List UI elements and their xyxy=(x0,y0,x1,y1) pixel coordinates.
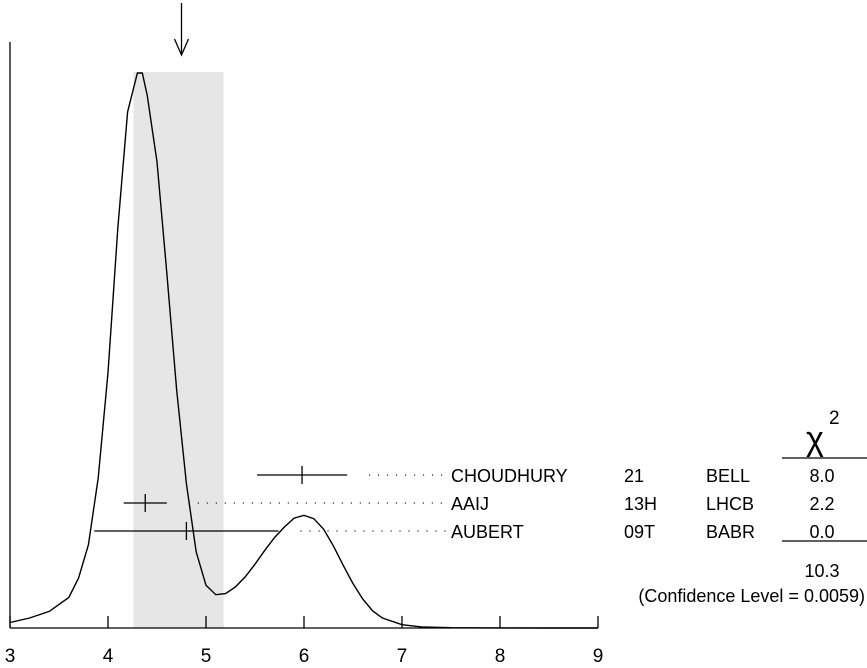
x-tick-label: 3 xyxy=(5,646,16,667)
x-tick-labels: 3 4 5 6 7 8 9 xyxy=(5,646,604,667)
author-label: CHOUDHURY xyxy=(451,466,568,486)
ideogram-curve xyxy=(9,72,598,629)
experiment-label: BELL xyxy=(706,466,750,486)
arrow-head xyxy=(173,38,190,57)
x-ticks xyxy=(9,616,599,628)
chi2-value: 2.2 xyxy=(809,494,834,514)
average-arrow-icon xyxy=(173,3,190,57)
chi2-column: χ2 10.3 (Confidence Level = 0.0059) xyxy=(638,408,867,606)
x-tick-label: 9 xyxy=(593,646,604,667)
x-tick-label: 6 xyxy=(299,646,310,667)
x-tick-label: 4 xyxy=(103,646,114,667)
year-label: 13H xyxy=(624,494,657,514)
average-band xyxy=(133,72,224,628)
x-tick-label: 8 xyxy=(495,646,506,667)
x-tick-label: 7 xyxy=(397,646,408,667)
author-label: AUBERT xyxy=(451,522,524,542)
author-label: AAIJ xyxy=(451,494,489,514)
measurement-table: CHOUDHURY 21 BELL 8.0 AAIJ 13H LHCB 2.2 AUBERT 09… xyxy=(451,466,835,542)
experiment-label: BABR xyxy=(706,522,755,542)
measurement-markers xyxy=(94,466,446,540)
chi2-value: 0.0 xyxy=(809,522,834,542)
chi2-total: 10.3 xyxy=(804,561,839,581)
confidence-level: (Confidence Level = 0.0059) xyxy=(638,586,865,606)
chi2-value: 8.0 xyxy=(809,466,834,486)
chi2-header: χ xyxy=(806,420,824,458)
experiment-label: LHCB xyxy=(706,494,754,514)
x-tick-label: 5 xyxy=(201,646,212,667)
chi2-superscript: 2 xyxy=(829,408,840,429)
year-label: 21 xyxy=(624,466,644,486)
year-label: 09T xyxy=(624,522,655,542)
